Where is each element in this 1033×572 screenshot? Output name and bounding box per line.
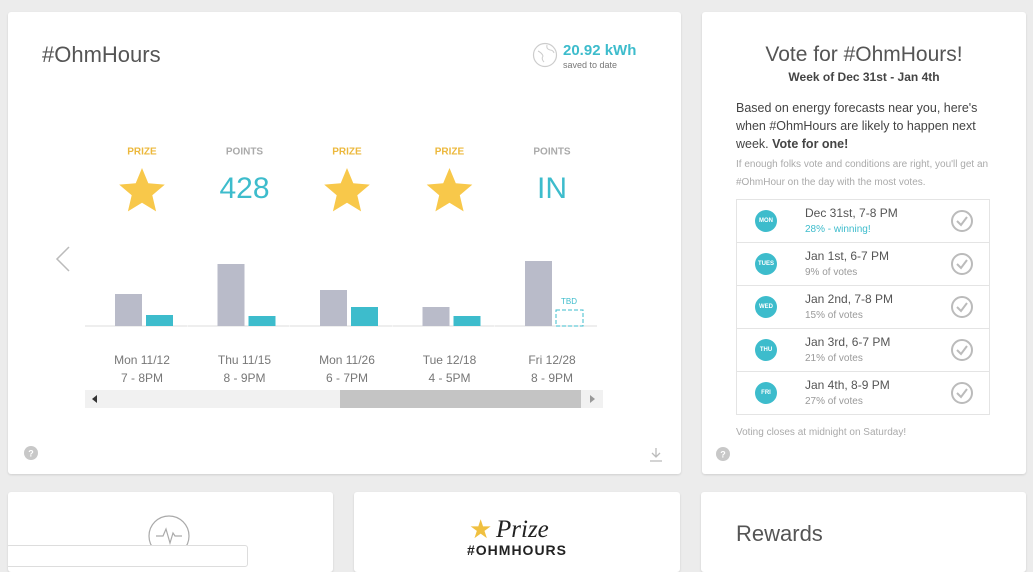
baseline-bar <box>422 307 450 326</box>
day-badge: MON <box>755 210 777 232</box>
scrollbar-thumb[interactable] <box>340 390 581 408</box>
vote-title: Vote for #OhmHours! <box>765 43 963 66</box>
actual-bar <box>248 316 276 326</box>
event-date: Mon 11/12 <box>114 353 170 367</box>
vote-check[interactable] <box>950 295 974 319</box>
vote-subtitle: Week of Dec 31st - Jan 4th <box>788 70 940 84</box>
vote-options: MON Dec 31st, 7-8 PM 28% - winning! TUES Jan… <box>736 199 990 415</box>
option-label: Jan 3rd, 6-7 PM <box>805 335 891 349</box>
check-mark <box>956 345 968 356</box>
result-value: 428 <box>219 172 269 205</box>
ohmhours-card: #OhmHours 20.92 kWh saved to date ? PRIZ… <box>8 12 681 474</box>
option-label: Dec 31st, 7-8 PM <box>805 206 898 220</box>
option-votes: 9% of votes <box>805 267 858 278</box>
prize-star <box>426 168 473 212</box>
event-time: 7 - 8PM <box>121 371 163 385</box>
vote-check[interactable] <box>950 209 974 233</box>
result-label: POINTS <box>226 147 264 158</box>
prev-arrow[interactable] <box>55 246 70 272</box>
page: { "main_card": { "title": "#OhmHours", "… <box>8 12 1026 572</box>
help-button[interactable] <box>24 446 38 460</box>
prize-subtitle: #OHMHOURS <box>467 542 568 558</box>
vote-intro: Based on energy forecasts near you, here… <box>736 99 996 153</box>
vote-option[interactable]: FRI Jan 4th, 8-9 PM 27% of votes <box>736 372 990 415</box>
event-time: 4 - 5PM <box>428 371 470 385</box>
option-votes: 15% of votes <box>805 310 863 321</box>
check-circle <box>951 253 973 275</box>
option-votes: 21% of votes <box>805 353 863 364</box>
earth-icon <box>532 42 558 68</box>
check-mark <box>956 388 968 399</box>
result-label: PRIZE <box>127 147 157 158</box>
prize-star <box>324 168 370 212</box>
card-title: #OhmHours <box>42 42 161 67</box>
overlay-box <box>8 545 248 567</box>
prize-star: ★ <box>469 514 493 544</box>
option-votes: 27% of votes <box>805 396 863 407</box>
result-value: IN <box>537 172 567 205</box>
pending-label: TBD <box>561 297 577 306</box>
vote-option[interactable]: TUES Jan 1st, 6-7 PM 9% of votes <box>736 243 990 286</box>
event-date: Mon 11/26 <box>319 353 375 367</box>
svg-text:?: ? <box>720 449 726 459</box>
actual-bar <box>146 315 173 326</box>
day-badge: WED <box>755 296 777 318</box>
prize-title: Prize <box>496 516 549 543</box>
rewards-card: Rewards <box>701 492 1026 572</box>
vote-note: If enough folks vote and conditions are … <box>736 159 989 188</box>
intro-emphasis: Vote for one! <box>772 137 849 151</box>
baseline-bar <box>525 261 552 326</box>
event-date: Tue 12/18 <box>423 353 477 367</box>
saved-value: 20.92 kWh <box>563 42 637 59</box>
day-badge: FRI <box>755 382 777 404</box>
event-time: 8 - 9PM <box>531 371 573 385</box>
prize-card: ★ Prize #OHMHOURS <box>354 492 680 572</box>
day-badge: THU <box>755 339 777 361</box>
check-mark <box>956 259 968 270</box>
result-label: PRIZE <box>332 147 362 158</box>
check-circle <box>951 210 973 232</box>
check-circle <box>951 296 973 318</box>
result-label: PRIZE <box>435 147 465 158</box>
activity-card <box>8 492 333 572</box>
rewards-title: Rewards <box>736 521 823 546</box>
download-button[interactable] <box>650 448 662 462</box>
saved-label: saved to date <box>563 60 618 70</box>
option-label: Jan 4th, 8-9 PM <box>805 378 890 392</box>
day-badge: TUES <box>755 253 777 275</box>
check-mark <box>956 216 968 227</box>
prize-star <box>119 168 165 212</box>
event-date: Fri 12/28 <box>528 353 576 367</box>
actual-bar <box>351 307 378 326</box>
vote-check[interactable] <box>950 338 974 362</box>
baseline-bar <box>115 294 142 326</box>
vote-check[interactable] <box>950 252 974 276</box>
check-mark <box>956 302 968 313</box>
event-time: 6 - 7PM <box>326 371 368 385</box>
vote-option[interactable]: THU Jan 3rd, 6-7 PM 21% of votes <box>736 329 990 372</box>
option-votes: 28% - winning! <box>805 224 871 235</box>
pending-bar <box>555 309 584 327</box>
result-label: POINTS <box>533 147 571 158</box>
help-button[interactable]: ? <box>716 446 732 462</box>
event-date: Thu 11/15 <box>218 353 271 367</box>
scroll-right[interactable] <box>590 395 595 403</box>
check-circle <box>951 382 973 404</box>
events-chart: ? PRIZE Mon 11/12 7 - 8PM POINTS 428 Thu 11/1… <box>24 147 662 462</box>
option-label: Jan 1st, 6-7 PM <box>805 249 890 263</box>
vote-option[interactable]: WED Jan 2nd, 7-8 PM 15% of votes <box>736 286 990 329</box>
baseline-bar <box>320 290 347 326</box>
baseline-bar <box>217 264 245 326</box>
vote-check[interactable] <box>950 381 974 405</box>
help-icon: ? <box>28 448 34 458</box>
option-label: Jan 2nd, 7-8 PM <box>805 292 894 306</box>
vote-option[interactable]: MON Dec 31st, 7-8 PM 28% - winning! <box>736 199 990 243</box>
vote-footer: Voting closes at midnight on Saturday! <box>736 427 907 438</box>
vote-card: Vote for #OhmHours! Week of Dec 31st - J… <box>702 12 1026 474</box>
scroll-left[interactable] <box>92 395 97 403</box>
actual-bar <box>453 316 481 326</box>
event-time: 8 - 9PM <box>223 371 265 385</box>
check-circle <box>951 339 973 361</box>
intro-text: Based on energy forecasts near you, here… <box>736 101 978 151</box>
